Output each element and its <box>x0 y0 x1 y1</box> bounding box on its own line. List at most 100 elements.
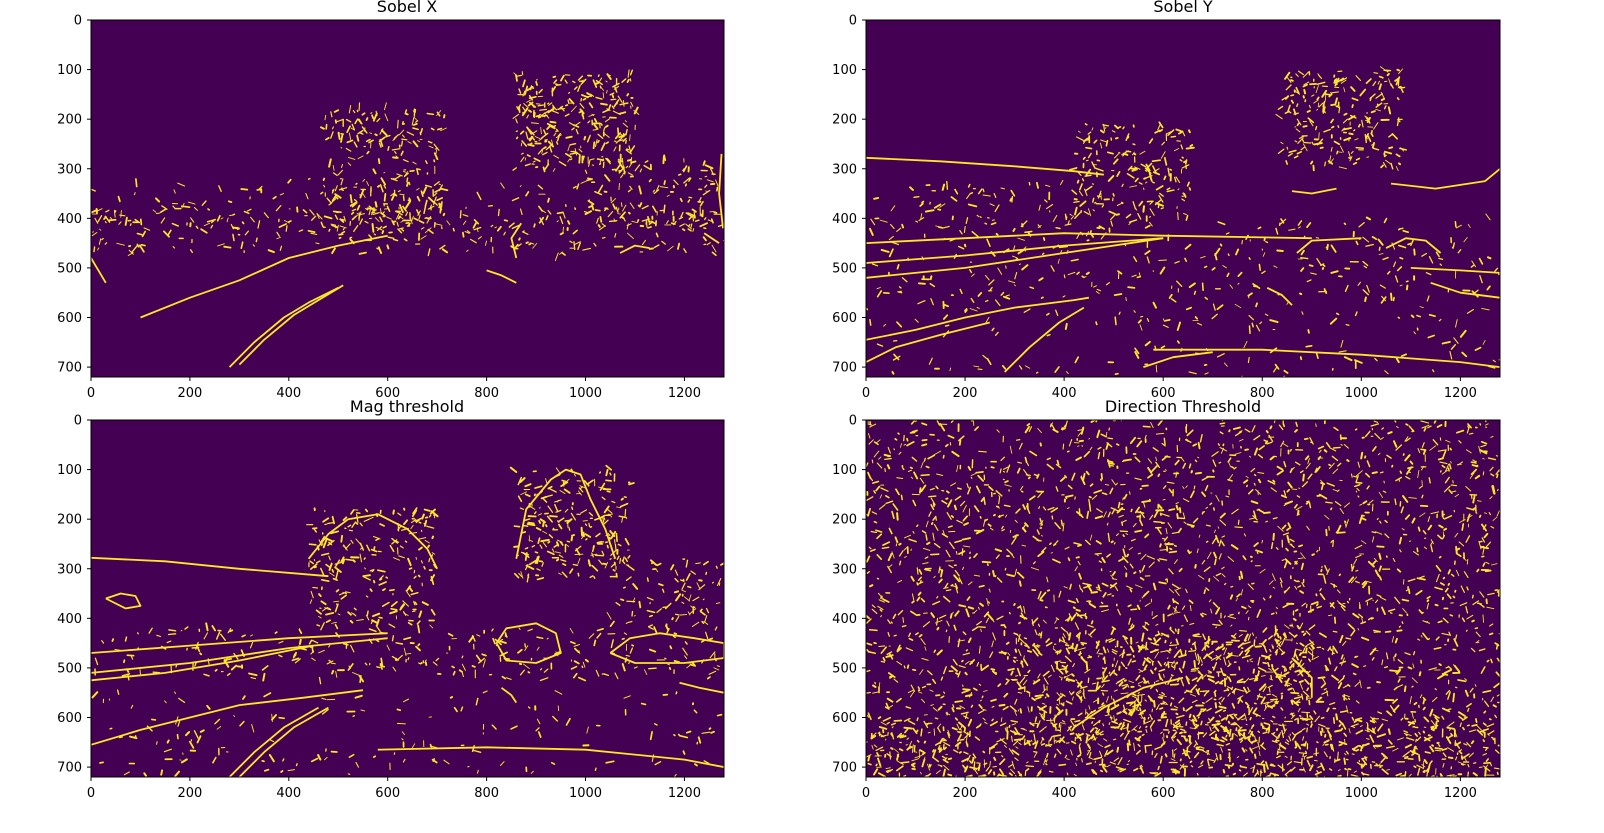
edge-speckle <box>547 108 554 114</box>
edge-speckle <box>1281 637 1286 646</box>
edge-speckle <box>1091 161 1096 169</box>
edge-speckle <box>1147 466 1153 474</box>
edge-speckle <box>580 526 584 537</box>
edge-speckle <box>542 498 548 503</box>
edge-speckle <box>341 230 346 234</box>
edge-speckle <box>1383 105 1387 110</box>
edge-speckle <box>545 215 549 221</box>
edge-speckle <box>1114 152 1120 159</box>
edge-speckle <box>1350 86 1356 92</box>
edge-speckle <box>1475 640 1480 644</box>
edge-speckle <box>1310 160 1314 165</box>
edge-speckle <box>542 151 548 156</box>
edge-speckle <box>1295 91 1301 95</box>
edge-speckle <box>1130 508 1133 513</box>
edge-speckle <box>1152 165 1158 174</box>
edge-speckle <box>251 724 255 733</box>
edge-speckle <box>1384 519 1388 524</box>
edge-speckle <box>351 215 357 221</box>
edge-speckle <box>414 517 423 522</box>
edge-speckle <box>1096 195 1101 198</box>
edge-speckle <box>433 181 440 187</box>
edge-speckle <box>604 133 610 138</box>
edge-speckle <box>694 219 700 222</box>
edge-speckle <box>1255 302 1258 308</box>
edge-speckle <box>388 623 396 628</box>
edge-speckle <box>548 102 553 106</box>
edge-speckle <box>557 705 560 712</box>
edge-speckle <box>346 125 351 134</box>
edge-speckle <box>1483 532 1489 539</box>
edge-speckle <box>1186 429 1194 437</box>
edge-speckle <box>1136 440 1143 448</box>
edge-speckle <box>997 683 1002 688</box>
edge-speckle <box>1492 516 1498 522</box>
edge-speckle <box>1077 432 1082 437</box>
edge-speckle <box>1272 532 1275 541</box>
edge-speckle <box>1355 470 1363 477</box>
edge-speckle <box>1428 313 1436 318</box>
edge-speckle <box>958 604 967 608</box>
edge-speckle <box>1320 263 1325 267</box>
edge-speckle <box>318 676 322 685</box>
edge-line <box>866 321 991 363</box>
edge-speckle <box>1267 684 1273 689</box>
edge-speckle <box>1181 198 1186 202</box>
edge-speckle <box>1422 620 1431 624</box>
edge-speckle <box>462 220 467 225</box>
edge-speckle <box>1288 149 1297 154</box>
edge-speckle <box>1380 596 1387 601</box>
edge-speckle <box>1485 758 1489 762</box>
edge-speckle <box>156 634 162 638</box>
edge-speckle <box>1182 660 1186 669</box>
edge-speckle <box>568 98 575 105</box>
edge-speckle <box>340 534 344 543</box>
edge-speckle <box>924 209 935 213</box>
edge-speckle <box>1004 567 1007 571</box>
edge-speckle <box>298 638 302 645</box>
edge-speckle <box>1478 766 1483 769</box>
edge-speckle <box>1256 609 1262 618</box>
edge-speckle <box>1109 669 1116 677</box>
edge-speckle <box>990 698 997 702</box>
edge-speckle <box>716 578 722 587</box>
edge-speckle <box>1372 648 1379 652</box>
edge-speckle <box>711 244 717 253</box>
edge-speckle <box>614 132 622 140</box>
edge-speckle <box>1438 524 1444 529</box>
edge-speckle <box>537 513 543 516</box>
edge-speckle <box>959 229 963 235</box>
edge-speckle <box>573 86 578 90</box>
edge-speckle <box>1405 423 1409 426</box>
edge-speckle <box>637 204 641 208</box>
edge-speckle <box>243 210 250 215</box>
edge-speckle <box>1117 608 1121 616</box>
edge-speckle <box>958 439 962 446</box>
edge-speckle <box>1452 242 1455 249</box>
edge-speckle <box>876 439 881 444</box>
edge-speckle <box>116 689 120 695</box>
edge-line <box>495 622 562 664</box>
edge-speckle <box>625 129 628 136</box>
edge-speckle <box>1449 774 1453 777</box>
edge-speckle <box>592 141 596 150</box>
edge-speckle <box>912 531 915 534</box>
edge-speckle <box>1421 424 1430 429</box>
edge-speckle <box>656 562 662 567</box>
edge-speckle <box>417 643 421 647</box>
edge-speckle <box>617 95 623 103</box>
edge-speckle <box>523 103 529 109</box>
edge-speckle <box>325 563 331 568</box>
edge-speckle <box>518 572 523 578</box>
edge-speckle <box>1141 484 1149 487</box>
edge-speckle <box>324 114 327 121</box>
edge-speckle <box>285 225 288 232</box>
edge-speckle <box>1344 520 1347 523</box>
edge-speckle <box>648 626 654 630</box>
edge-speckle <box>1447 582 1451 586</box>
edge-speckle <box>596 217 599 224</box>
edge-speckle <box>894 536 899 544</box>
edge-speckle <box>368 209 371 216</box>
edge-speckle <box>373 546 376 551</box>
edge-speckle <box>887 619 891 625</box>
